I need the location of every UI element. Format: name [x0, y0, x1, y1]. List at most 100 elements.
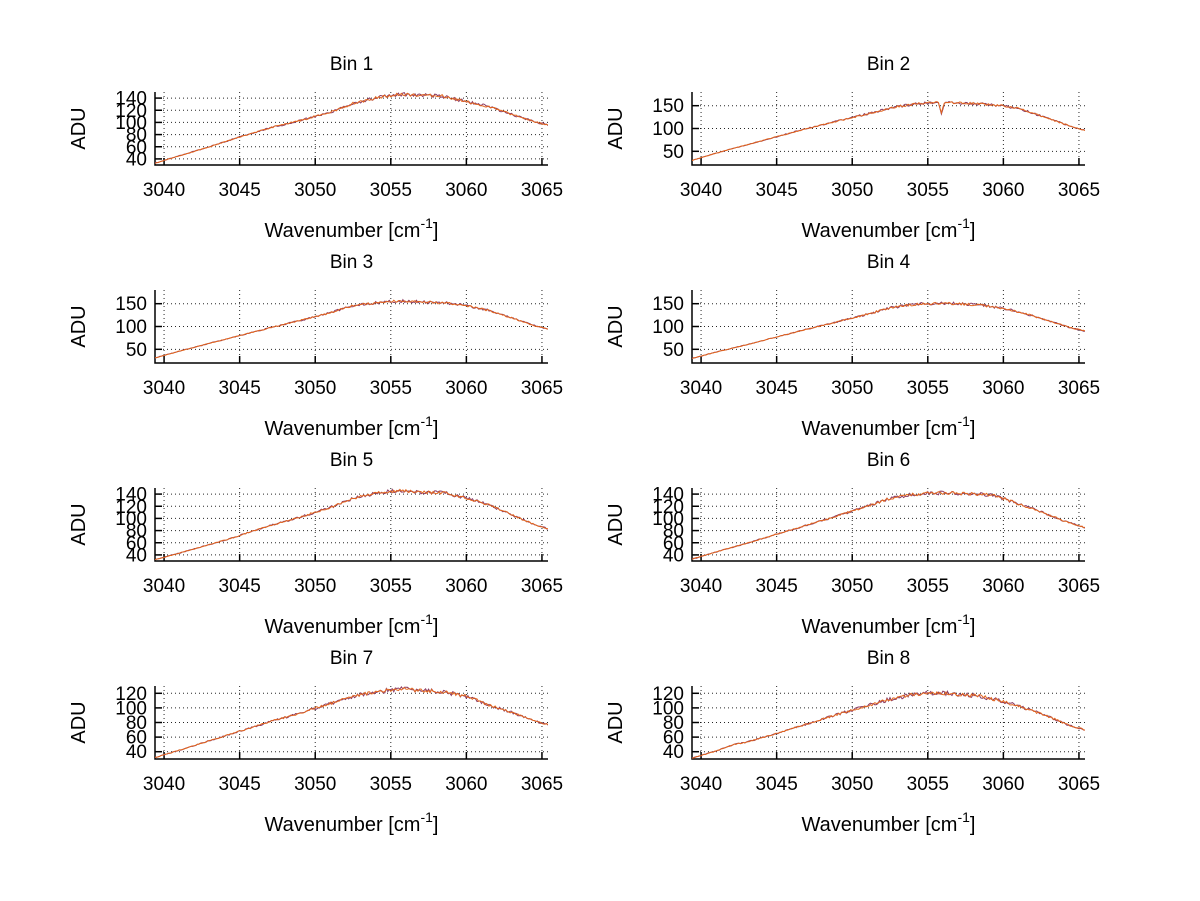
y-axis-label: ADU: [605, 107, 627, 149]
y-tick-label: 50: [663, 142, 684, 163]
x-tick-label: 3065: [1058, 378, 1100, 399]
y-tick-label: 140: [115, 89, 147, 110]
axis-lines: [154, 686, 548, 760]
subplot-title: Bin 1: [330, 54, 373, 75]
x-tick-label: 3045: [219, 378, 261, 399]
x-tick-label: 3065: [1058, 576, 1100, 597]
x-tick-label: 3065: [521, 378, 563, 399]
x-axis-label: Wavenumber [cm-1]: [802, 611, 976, 638]
y-tick-label: 50: [663, 340, 684, 361]
x-axis-label: Wavenumber [cm-1]: [265, 611, 439, 638]
x-tick-label: 3045: [756, 180, 798, 201]
x-tick-label: 3055: [907, 180, 949, 201]
x-axis-label: Wavenumber [cm-1]: [802, 809, 976, 836]
x-tick-label: 3060: [982, 576, 1024, 597]
x-tick-label: 3055: [907, 576, 949, 597]
x-tick-label: 3065: [521, 576, 563, 597]
y-tick-label: 50: [126, 340, 147, 361]
x-tick-label: 3060: [445, 576, 487, 597]
subplot-title: Bin 4: [867, 252, 911, 273]
x-tick-label: 3055: [907, 774, 949, 795]
x-tick-label: 3045: [756, 576, 798, 597]
x-tick-label: 3045: [219, 180, 261, 201]
x-tick-label: 3040: [680, 378, 722, 399]
x-tick-label: 3060: [445, 378, 487, 399]
y-tick-label: 100: [115, 698, 147, 719]
series-scan-orange: [692, 101, 1085, 162]
subplot-title: Bin 8: [867, 648, 910, 669]
series-scan-orange: [155, 686, 548, 758]
x-tick-label: 3060: [445, 774, 487, 795]
y-tick-label: 80: [126, 521, 147, 542]
y-tick-label: 100: [115, 317, 147, 338]
axis-lines: [691, 92, 1085, 166]
y-tick-label: 60: [663, 728, 684, 749]
axis-lines: [691, 488, 1085, 562]
y-tick-label: 60: [126, 533, 147, 554]
x-tick-label: 3040: [143, 774, 185, 795]
y-tick-label: 140: [115, 485, 147, 506]
y-tick-label: 100: [652, 119, 684, 140]
subplot-title: Bin 2: [867, 54, 910, 75]
x-tick-label: 3050: [294, 378, 336, 399]
y-tick-label: 150: [115, 294, 147, 315]
x-tick-label: 3050: [294, 576, 336, 597]
x-tick-label: 3065: [1058, 180, 1100, 201]
x-tick-label: 3050: [831, 774, 873, 795]
x-tick-label: 3050: [831, 180, 873, 201]
x-tick-label: 3065: [521, 774, 563, 795]
x-tick-label: 3060: [982, 378, 1024, 399]
x-tick-label: 3050: [831, 378, 873, 399]
y-axis-label: ADU: [68, 701, 90, 743]
subplot-title: Bin 5: [330, 450, 373, 471]
series-scan-dark: [155, 488, 548, 561]
x-tick-label: 3055: [370, 180, 412, 201]
y-tick-label: 40: [126, 742, 147, 763]
series-scan-orange: [155, 488, 548, 561]
y-tick-label: 40: [663, 545, 684, 566]
x-tick-label: 3050: [294, 774, 336, 795]
x-tick-label: 3065: [521, 180, 563, 201]
subplot-title: Bin 6: [867, 450, 910, 471]
x-tick-label: 3040: [680, 180, 722, 201]
x-tick-label: 3055: [907, 378, 949, 399]
x-tick-label: 3040: [143, 576, 185, 597]
subplot-title: Bin 7: [330, 648, 373, 669]
x-tick-label: 3055: [370, 378, 412, 399]
series-scan-orange: [692, 691, 1085, 759]
axis-lines: [154, 290, 548, 364]
x-tick-label: 3040: [680, 774, 722, 795]
y-tick-label: 40: [126, 149, 147, 170]
series-scan-dark: [692, 301, 1085, 359]
x-axis-label: Wavenumber [cm-1]: [265, 413, 439, 440]
y-tick-label: 100: [652, 698, 684, 719]
y-tick-label: 100: [115, 113, 147, 134]
x-tick-label: 3045: [219, 774, 261, 795]
y-tick-label: 140: [652, 485, 684, 506]
y-tick-label: 40: [663, 742, 684, 763]
x-tick-label: 3060: [445, 180, 487, 201]
x-tick-label: 3040: [680, 576, 722, 597]
y-axis-label: ADU: [605, 701, 627, 743]
x-axis-label: Wavenumber [cm-1]: [802, 413, 976, 440]
x-tick-label: 3045: [756, 774, 798, 795]
y-tick-label: 80: [663, 713, 684, 734]
y-tick-label: 100: [652, 509, 684, 530]
y-tick-label: 60: [663, 533, 684, 554]
y-tick-label: 120: [652, 684, 684, 705]
x-tick-label: 3055: [370, 774, 412, 795]
y-tick-label: 80: [126, 125, 147, 146]
y-tick-label: 120: [652, 497, 684, 518]
y-tick-label: 150: [652, 96, 684, 117]
series-scan-orange: [692, 301, 1085, 359]
axis-lines: [154, 92, 548, 166]
y-tick-label: 150: [652, 294, 684, 315]
